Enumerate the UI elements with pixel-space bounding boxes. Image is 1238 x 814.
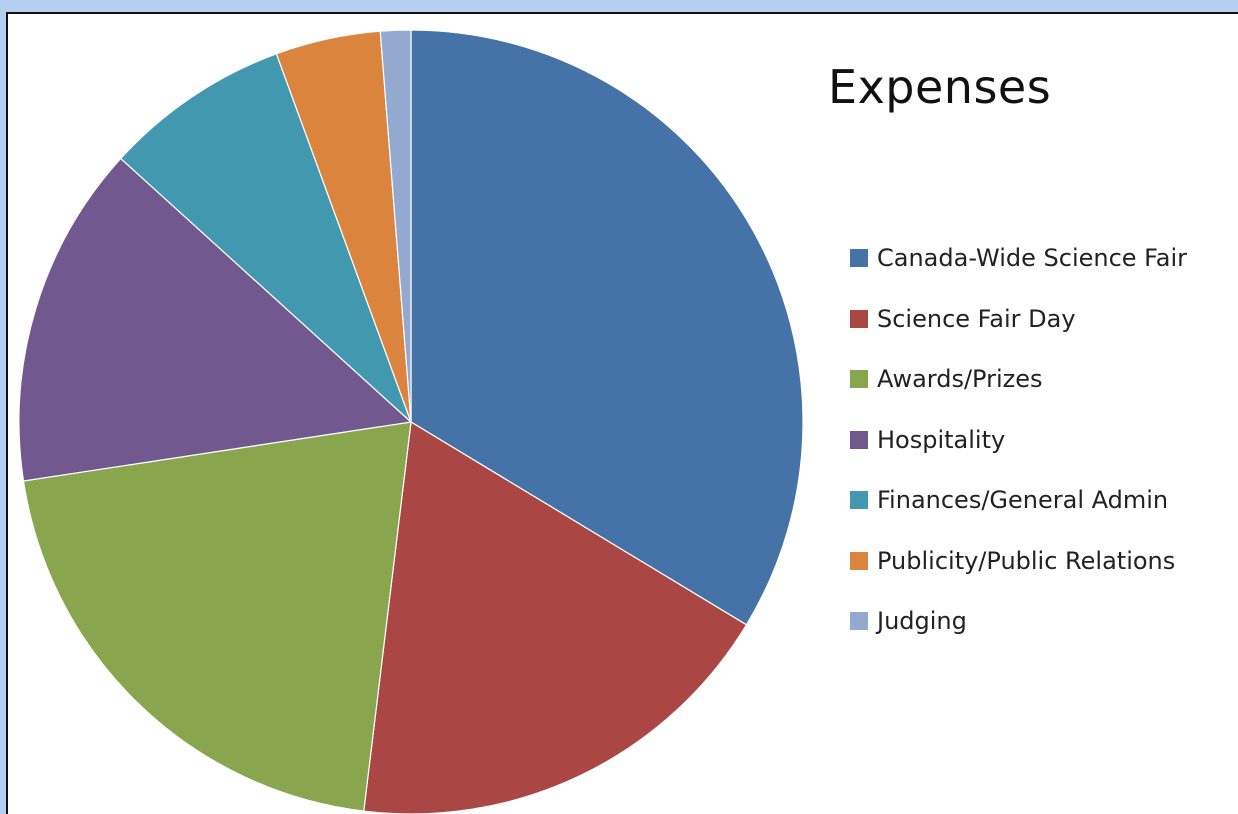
chart-legend: Canada-Wide Science Fair Science Fair Day… <box>850 228 1187 652</box>
legend-swatch <box>850 551 868 570</box>
legend-item: Canada-Wide Science Fair <box>850 228 1187 289</box>
pie-slice-judging <box>379 29 412 423</box>
legend-item: Awards/Prizes <box>850 349 1187 410</box>
legend-swatch <box>850 309 868 328</box>
legend-label: Judging <box>877 607 967 636</box>
legend-swatch <box>850 370 868 389</box>
pie-chart <box>18 29 804 814</box>
pie-slice-finances-general-admin <box>119 53 412 423</box>
legend-label: Science Fair Day <box>877 304 1076 333</box>
legend-swatch <box>850 491 868 510</box>
pie-slice-awards-prizes <box>22 421 412 812</box>
legend-label: Finances/General Admin <box>877 486 1169 515</box>
pie-slice-hospitality <box>18 157 413 482</box>
legend-label: Canada-Wide Science Fair <box>877 244 1188 273</box>
legend-item: Science Fair Day <box>850 289 1187 350</box>
legend-label: Awards/Prizes <box>877 365 1043 394</box>
legend-item: Hospitality <box>850 410 1187 471</box>
chart-title: Expenses <box>828 60 1052 114</box>
legend-item: Finances/General Admin <box>850 470 1187 531</box>
legend-label: Publicity/Public Relations <box>877 546 1176 575</box>
legend-swatch <box>850 612 868 631</box>
legend-swatch <box>850 249 868 268</box>
legend-item: Publicity/Public Relations <box>850 531 1187 592</box>
legend-swatch <box>850 430 868 449</box>
legend-label: Hospitality <box>877 425 1006 454</box>
legend-item: Judging <box>850 591 1187 652</box>
pie-slice-canada-wide-science-fair <box>410 29 804 626</box>
chart-panel: Expenses Canada-Wide Science Fair Science… <box>6 12 1238 814</box>
